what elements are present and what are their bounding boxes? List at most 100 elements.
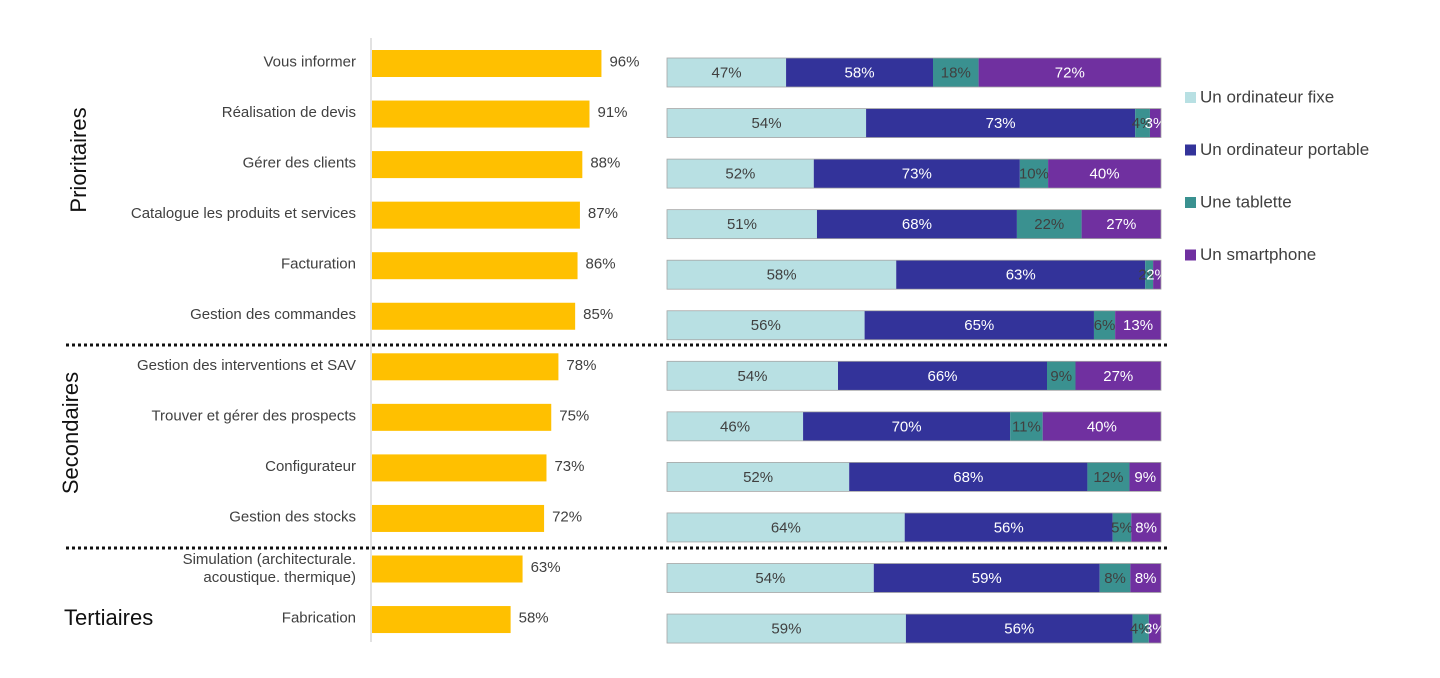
stack-segment — [786, 58, 933, 87]
stack-segment — [849, 462, 1088, 492]
legend-swatch — [1185, 197, 1196, 208]
overall-value-label: 86% — [586, 256, 616, 273]
stack-segment-label: 56% — [751, 317, 781, 334]
overall-bar — [372, 353, 559, 381]
stack-segment — [667, 614, 906, 644]
overall-bar — [372, 606, 511, 634]
stack-segment — [813, 159, 1020, 189]
stack-segment — [667, 159, 814, 189]
stack-segment — [667, 310, 865, 340]
stack-segment — [1081, 209, 1161, 239]
stack-segment — [1047, 361, 1076, 391]
stack-segment — [1135, 108, 1150, 138]
stack-segment-label: 9% — [1134, 469, 1156, 486]
overall-value-label: 78% — [566, 357, 596, 374]
stack-segment-label: 73% — [986, 115, 1016, 132]
stack-segment-label: 3% — [1144, 621, 1166, 638]
stack-segment — [1075, 361, 1161, 391]
category-label: Fabrication — [282, 610, 356, 627]
stack-outline — [666, 209, 1162, 240]
legend-label: Un smartphone — [1200, 245, 1316, 264]
stack-outline — [666, 108, 1162, 138]
overall-value-label: 96% — [609, 53, 639, 70]
stack-segment-label: 68% — [902, 216, 932, 233]
stack-segment — [1148, 614, 1161, 644]
stack-segment-label: 63% — [1006, 267, 1036, 284]
category-label: Configurateur — [265, 458, 356, 475]
stack-segment — [978, 58, 1161, 87]
legend-swatch — [1185, 92, 1196, 103]
stack-segment — [667, 361, 838, 391]
stack-outline — [666, 360, 1162, 391]
stack-segment-label: 4% — [1130, 621, 1152, 638]
stack-segment — [667, 512, 905, 542]
stack-segment-label: 73% — [902, 166, 932, 183]
stack-segment — [866, 108, 1136, 138]
stack-segment — [873, 563, 1100, 593]
stack-segment-label: 9% — [1050, 368, 1072, 385]
stack-segment — [667, 462, 850, 492]
stack-segment-label: 27% — [1106, 216, 1136, 233]
stack-segment-label: 12% — [1093, 469, 1123, 486]
stack-segment-label: 68% — [953, 469, 983, 486]
overall-value-label: 58% — [519, 610, 549, 627]
stack-segment — [816, 209, 1017, 239]
stack-segment — [1149, 108, 1161, 138]
stack-segment-label: 18% — [941, 64, 971, 81]
stack-segment-label: 13% — [1123, 317, 1153, 334]
category-label: Facturation — [281, 256, 356, 273]
overall-value-label: 75% — [559, 407, 589, 424]
overall-value-label: 73% — [554, 458, 584, 475]
stack-segment — [1099, 563, 1131, 593]
stack-segment — [667, 108, 867, 138]
legend-label: Un ordinateur fixe — [1200, 87, 1334, 106]
stack-segment-label: 5% — [1111, 519, 1133, 536]
stack-segment — [667, 563, 874, 593]
overall-bar — [372, 201, 580, 229]
stack-segment — [1132, 614, 1149, 644]
overall-bar — [372, 555, 523, 583]
stack-segment — [1112, 512, 1132, 542]
overall-value-label: 63% — [531, 559, 561, 576]
stack-outline — [666, 310, 1162, 341]
stack-segment-label: 52% — [725, 166, 755, 183]
stack-segment — [838, 361, 1047, 391]
overall-value-label: 91% — [597, 104, 627, 121]
overall-bar — [372, 100, 590, 128]
stack-segment — [1131, 512, 1161, 542]
stack-segment-label: 8% — [1135, 519, 1157, 536]
stack-outline — [666, 158, 1162, 189]
stack-segment — [1130, 563, 1161, 593]
stack-segment-label: 22% — [1034, 216, 1064, 233]
stack-segment-label: 4% — [1132, 115, 1154, 132]
stack-segment — [1093, 310, 1116, 340]
stack-segment-label: 2% — [1146, 267, 1168, 284]
stack-outline — [666, 613, 1162, 644]
category-label: Simulation (architecturale. acoustique. t… — [183, 551, 356, 586]
stack-segment — [1153, 260, 1161, 290]
category-label: Gestion des stocks — [229, 508, 356, 525]
stack-segment-label: 65% — [964, 317, 994, 334]
stack-segment-label: 27% — [1103, 368, 1133, 385]
stack-segment-label: 58% — [767, 267, 797, 284]
stack-segment-label: 56% — [1004, 621, 1034, 638]
group-label-prioritaires: Prioritaires — [66, 107, 91, 212]
stack-segment-label: 10% — [1019, 166, 1049, 183]
overall-bar — [372, 151, 583, 179]
stack-segment-label: 54% — [737, 368, 767, 385]
overall-value-label: 85% — [583, 306, 613, 323]
overall-bar — [372, 403, 552, 431]
stack-segment — [1129, 462, 1161, 492]
stack-segment — [667, 411, 804, 441]
stack-segment — [1016, 209, 1082, 239]
stack-segment — [1019, 159, 1049, 189]
stack-segment-label: 54% — [752, 115, 782, 132]
overall-value-label: 72% — [552, 508, 582, 525]
group-label-tertiaires: Tertiaires — [64, 605, 153, 630]
stack-segment-label: 59% — [972, 570, 1002, 587]
stack-outline — [666, 461, 1162, 492]
stack-segment — [864, 310, 1094, 340]
stack-segment-label: 70% — [892, 418, 922, 435]
stack-outline — [666, 259, 1162, 290]
